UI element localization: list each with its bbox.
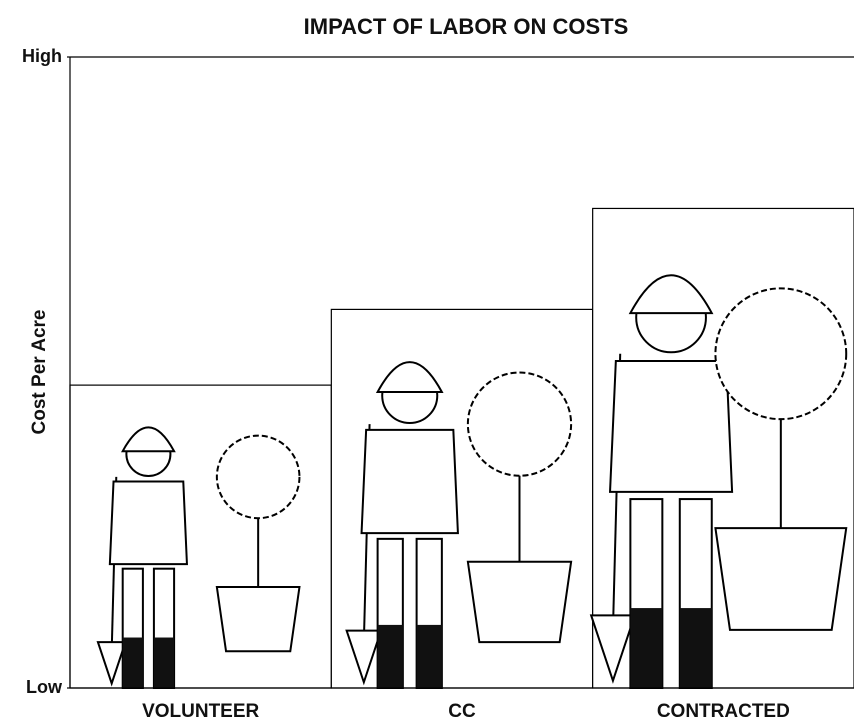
x-tick-label: CONTRACTED	[657, 701, 790, 722]
boot	[377, 624, 403, 688]
boot	[122, 637, 143, 688]
pot	[714, 527, 848, 631]
illustration	[345, 361, 573, 690]
illustration	[589, 274, 848, 689]
chart-title: IMPACT OF LABOR ON COSTS	[304, 14, 629, 39]
y-tick-label: High	[22, 46, 62, 66]
shovel-blade	[345, 629, 383, 686]
illustration	[96, 426, 301, 690]
torso	[608, 360, 734, 493]
canopy	[714, 287, 848, 421]
y-axis-label: Cost Per Acre	[29, 310, 50, 435]
helmet	[628, 274, 714, 315]
helmet	[121, 426, 176, 453]
shovel-blade	[96, 641, 127, 687]
y-tick-label: Low	[26, 677, 63, 697]
torso	[360, 428, 459, 535]
boot	[153, 637, 175, 688]
x-tick-label: CC	[448, 701, 476, 722]
x-tick-label: VOLUNTEER	[142, 701, 259, 722]
boot	[416, 624, 442, 688]
canopy	[215, 434, 301, 520]
helmet	[375, 361, 444, 394]
boot	[630, 608, 663, 688]
shovel-blade	[589, 614, 637, 684]
pot	[215, 586, 301, 653]
canopy	[466, 371, 573, 477]
boot	[679, 608, 712, 688]
pot	[466, 560, 573, 644]
torso	[108, 480, 188, 566]
